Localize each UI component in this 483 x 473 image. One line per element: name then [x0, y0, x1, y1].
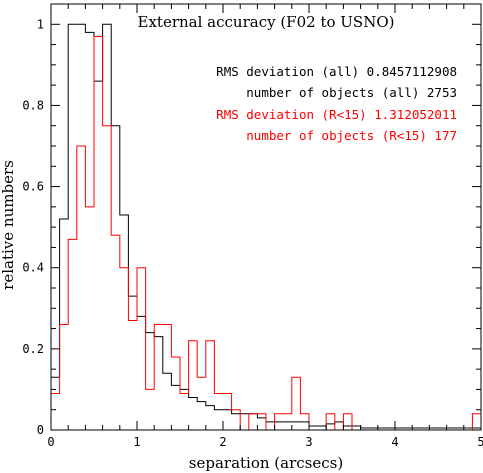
chart-title: External accuracy (F02 to USNO) [138, 13, 395, 31]
x-tick-label: 0 [47, 435, 54, 449]
annotation-count-all: number of objects (all) 2753 [246, 85, 457, 100]
x-tick-label: 5 [477, 435, 483, 449]
x-tick-label: 3 [305, 435, 312, 449]
y-tick-label: 0.2 [22, 342, 44, 356]
y-tick-label: 0.6 [22, 180, 44, 194]
y-tick-label: 1 [37, 17, 44, 31]
axis-tick-labels: 0 1 2 3 4 5 0 0.2 0.4 0.6 0.8 1 [22, 17, 483, 449]
x-axis-title: separation (arcsecs) [189, 454, 343, 472]
x-tick-label: 2 [219, 435, 226, 449]
annotation-count-r15: number of objects (R<15) 177 [246, 128, 457, 143]
y-tick-label: 0.4 [22, 261, 44, 275]
y-tick-label: 0.8 [22, 98, 44, 112]
x-tick-label: 1 [133, 435, 140, 449]
annotation-rms-r15: RMS deviation (R<15) 1.312052011 [216, 107, 457, 122]
x-tick-label: 4 [391, 435, 398, 449]
y-tick-label: 0 [37, 423, 44, 437]
axis-ticks [50, 3, 482, 431]
plot-frame [50, 3, 482, 431]
y-axis-title: relative numbers [0, 160, 17, 290]
annotation-rms-all: RMS deviation (all) 0.8457112908 [216, 64, 457, 79]
